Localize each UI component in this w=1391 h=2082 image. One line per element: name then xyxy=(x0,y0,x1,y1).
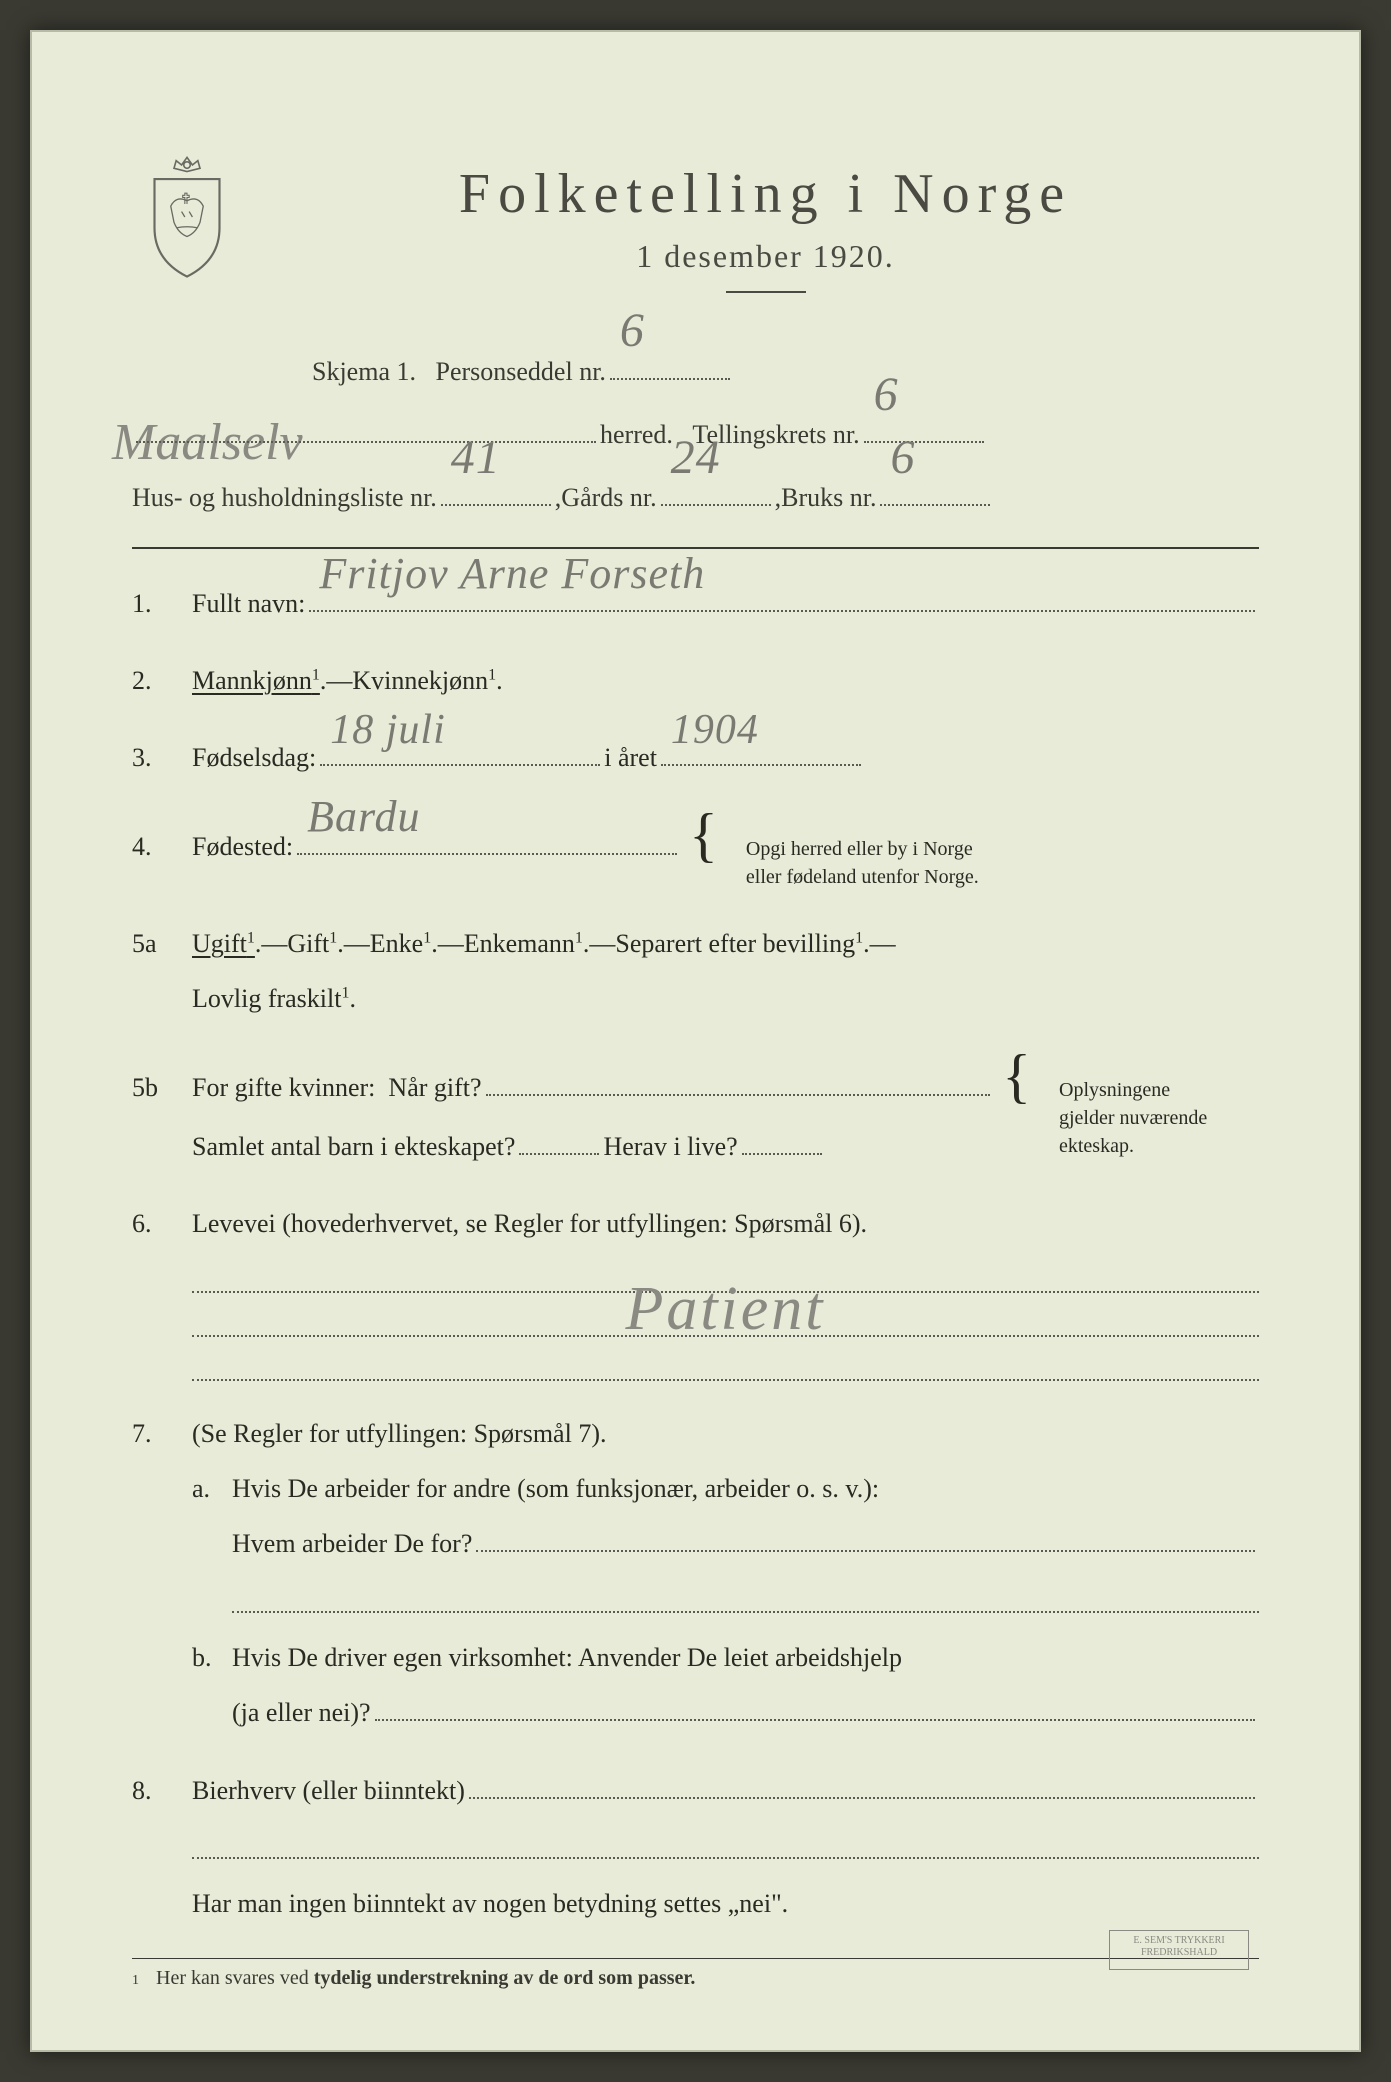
title-block: Folketelling i Norge 1 desember 1920. xyxy=(272,152,1259,313)
coat-of-arms-icon xyxy=(132,152,242,282)
question-7: 7. (Se Regler for utfyllingen: Spørsmål … xyxy=(132,1409,1259,1738)
q7b-text1: Hvis De driver egen virksomhet: Anvender… xyxy=(232,1633,902,1682)
personseddel-label: Personseddel nr. xyxy=(436,343,606,400)
q5a-gift: Gift1 xyxy=(287,919,337,968)
q8-num: 8. xyxy=(132,1766,192,1815)
brace-icon: { xyxy=(1002,1052,1031,1100)
printer-stamp: E. SEM'S TRYKKERI FREDRIKSHALD xyxy=(1109,1930,1249,1970)
gards-label: Gårds nr. xyxy=(561,469,656,526)
q4-value: Bardu xyxy=(307,775,420,859)
bruks-label: Bruks nr. xyxy=(781,469,876,526)
q5a-enke: Enke1 xyxy=(370,919,431,968)
census-date: 1 desember 1920. xyxy=(272,238,1259,275)
q7b-text2: (ja eller nei)? xyxy=(232,1688,371,1737)
hus-value: 41 xyxy=(451,405,501,511)
skjema-line: Skjema 1. Personseddel nr. 6 xyxy=(312,343,1259,400)
skjema-label: Skjema 1. xyxy=(312,343,416,400)
document-header: Folketelling i Norge 1 desember 1920. xyxy=(132,152,1259,313)
q7a-answer-line xyxy=(232,1589,1259,1613)
footnote: 1 Her kan svares ved tydelig understrekn… xyxy=(132,1958,1259,1990)
q2-num: 2. xyxy=(132,656,192,705)
q3-label: Fødselsdag: xyxy=(192,733,316,782)
gards-value: 24 xyxy=(671,405,721,511)
question-3: 3. Fødselsdag: 18 juli i året 1904 xyxy=(132,733,1259,782)
question-6: 6. Levevei (hovederhvervet, se Regler fo… xyxy=(132,1199,1259,1380)
q5b-naar: Når gift? xyxy=(388,1063,481,1112)
q5a-num: 5a xyxy=(132,919,192,968)
q6-label: Levevei (hovederhvervet, se Regler for u… xyxy=(192,1199,867,1248)
main-title: Folketelling i Norge xyxy=(272,162,1259,226)
q5a-ugift: Ugift1 xyxy=(192,919,255,968)
q7-num: 7. xyxy=(132,1409,192,1458)
q6-answer-line-3 xyxy=(192,1357,1259,1381)
q5b-note: Oplysningene gjelder nuværende ekteskap. xyxy=(1059,1076,1259,1160)
herred-handwritten: Maalselv xyxy=(112,386,303,500)
title-divider xyxy=(726,291,806,293)
q7-label: (Se Regler for utfyllingen: Spørsmål 7). xyxy=(192,1409,606,1458)
bruks-value: 6 xyxy=(890,405,915,511)
q6-answer-line-2: Patient xyxy=(192,1313,1259,1337)
q5a-fraskilt: Lovlig fraskilt1 xyxy=(192,974,349,1023)
q5b-herav: Herav i live? xyxy=(603,1122,737,1171)
q6-value: Patient xyxy=(192,1274,1259,1345)
brace-icon: { xyxy=(689,811,718,859)
q5b-num: 5b xyxy=(132,1063,192,1112)
q8-answer-line xyxy=(192,1835,1259,1859)
census-document: Folketelling i Norge 1 desember 1920. Sk… xyxy=(30,30,1361,2052)
question-5a: 5a Ugift1. — Gift1. — Enke1. — Enkemann1… xyxy=(132,919,1259,1024)
q5a-separert: Separert efter bevilling1 xyxy=(615,919,863,968)
q7a-text1: Hvis De arbeider for andre (som funksjon… xyxy=(232,1464,879,1513)
q3-year-value: 1904 xyxy=(671,691,759,771)
question-1: 1. Fullt navn: Fritjov Arne Forseth xyxy=(132,579,1259,628)
q4-label: Fødested: xyxy=(192,822,293,871)
q7a-label: a. xyxy=(192,1464,232,1513)
q1-value: Fritjov Arne Forseth xyxy=(319,532,705,616)
q8-label: Bierhverv (eller biinntekt) xyxy=(192,1766,465,1815)
footnote-text: Her kan svares ved tydelig understreknin… xyxy=(156,1967,695,1989)
q3-year-label: i året xyxy=(604,733,657,782)
q1-label: Fullt navn: xyxy=(192,579,305,628)
q3-day-value: 18 juli xyxy=(330,691,446,771)
q7b-label: b. xyxy=(192,1633,232,1682)
q5b-samlet: Samlet antal barn i ekteskapet? xyxy=(192,1122,515,1171)
question-5b: 5b For gifte kvinner: Når gift? Samlet a… xyxy=(132,1052,1259,1172)
q3-num: 3. xyxy=(132,733,192,782)
herred-label: herred. xyxy=(600,406,673,463)
q5b-label: For gifte kvinner: xyxy=(192,1063,375,1112)
q7a-text2: Hvem arbeider De for? xyxy=(232,1519,472,1568)
q4-num: 4. xyxy=(132,822,192,871)
footnote-num: 1 xyxy=(132,1973,139,1988)
question-4: 4. Fødested: Bardu { Opgi herred eller b… xyxy=(132,811,1259,891)
q8-note: Har man ingen biinntekt av nogen betydni… xyxy=(192,1879,788,1928)
question-8: 8. Bierhverv (eller biinntekt) Har man i… xyxy=(132,1766,1259,1929)
q5a-enkemann: Enkemann1 xyxy=(464,919,583,968)
q1-num: 1. xyxy=(132,579,192,628)
q6-num: 6. xyxy=(132,1199,192,1248)
q2-mann: Mannkjønn1 xyxy=(192,656,320,705)
q4-note: Opgi herred eller by i Norge eller fødel… xyxy=(746,835,1026,891)
personseddel-value: 6 xyxy=(620,278,645,384)
